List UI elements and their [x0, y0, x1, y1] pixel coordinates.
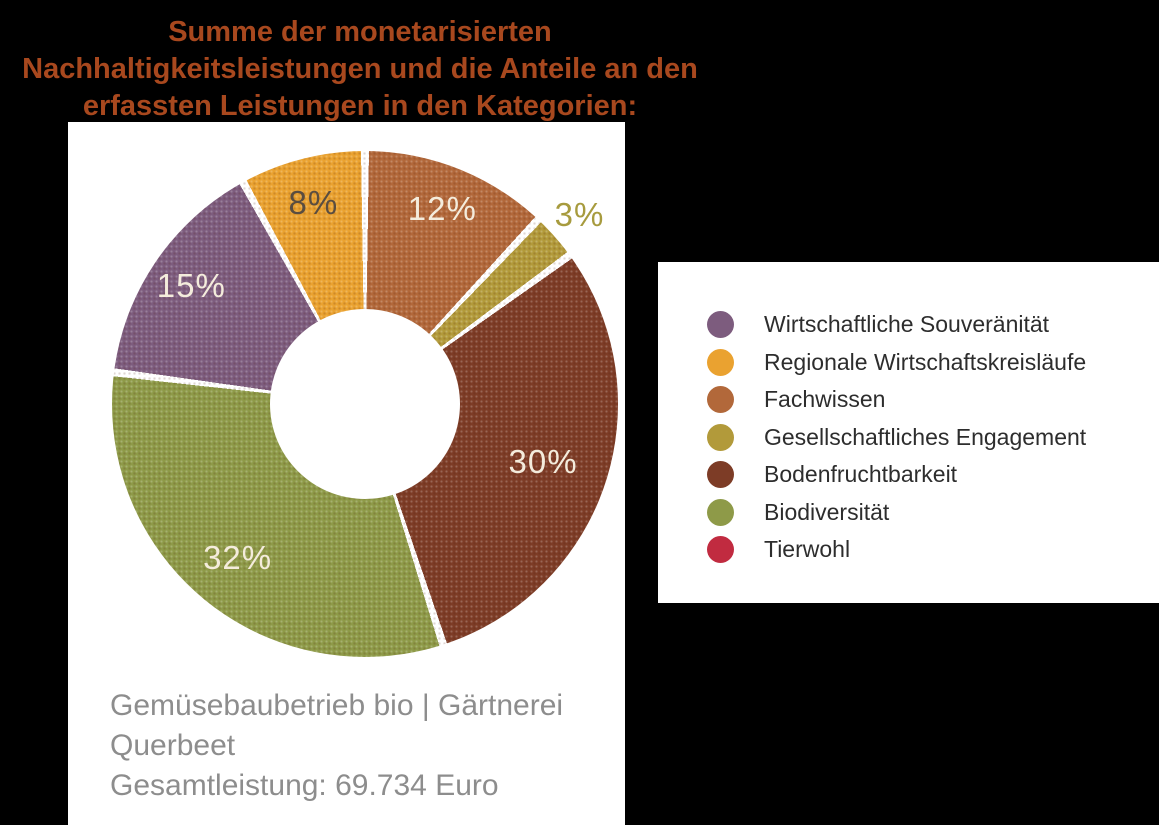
legend-label: Regionale Wirtschaftskreisläufe — [764, 348, 1087, 375]
caption-farm-name-line-1: Gemüsebaubetrieb bio | Gärtnerei — [110, 689, 564, 722]
legend-swatch-icon — [707, 423, 734, 451]
legend-swatch-icon — [707, 386, 734, 414]
caption-farm-name-line-2: Querbeet — [110, 729, 236, 762]
slice-label-8pct: 8% — [288, 184, 339, 222]
legend-swatch-icon — [707, 311, 734, 339]
legend-label: Gesellschaftliches Engagement — [764, 423, 1087, 450]
slice-label-32pct: 32% — [203, 539, 273, 576]
legend-label: Wirtschaftliche Souveränität — [764, 311, 1050, 338]
legend-swatch-icon — [707, 348, 734, 376]
donut-chart-panel: 12% 3% 30% 32% 15% 8% Gemüsebaubetrieb bio | … — [68, 122, 625, 825]
legend-item: Tierwohl — [707, 531, 1149, 569]
slice-label-12pct: 12% — [407, 189, 477, 227]
legend-swatch-icon — [707, 498, 734, 526]
legend-item: Regionale Wirtschaftskreisläufe — [707, 344, 1149, 382]
chart-title: Summe der monetarisierten Nachhaltigkeit… — [18, 14, 702, 125]
legend-swatch-icon — [707, 461, 734, 489]
chart-title-line-1: Summe der monetarisierten — [168, 16, 552, 48]
legend-item: Bodenfruchtbarkeit — [707, 456, 1149, 494]
legend-label: Bodenfruchtbarkeit — [764, 461, 958, 488]
chart-caption: Gemüsebaubetrieb bio | Gärtnerei Querbee… — [110, 686, 563, 806]
chart-title-line-2: Nachhaltigkeitsleistungen und die Anteil… — [22, 53, 698, 85]
legend-label: Biodiversität — [764, 498, 890, 525]
slice-label-3pct: 3% — [554, 195, 605, 233]
legend-item: Gesellschaftliches Engagement — [707, 419, 1149, 457]
donut-hole — [270, 309, 460, 499]
slice-label-30pct: 30% — [508, 442, 578, 480]
legend-label: Fachwissen — [764, 386, 886, 413]
legend-item: Wirtschaftliche Souveränität — [707, 306, 1149, 344]
legend-item: Biodiversität — [707, 494, 1149, 532]
chart-legend: Wirtschaftliche Souveränität Regionale Wi… — [658, 262, 1159, 603]
legend-item: Fachwissen — [707, 381, 1149, 419]
slice-label-15pct: 15% — [156, 266, 226, 304]
caption-total-value: Gesamtleistung: 69.734 Euro — [110, 769, 499, 802]
legend-swatch-icon — [707, 536, 734, 564]
chart-title-line-3: erfassten Leistungen in den Kategorien: — [82, 90, 638, 122]
legend-label: Tierwohl — [764, 536, 851, 563]
donut-chart: 12% 3% 30% 32% 15% 8% — [112, 151, 618, 657]
